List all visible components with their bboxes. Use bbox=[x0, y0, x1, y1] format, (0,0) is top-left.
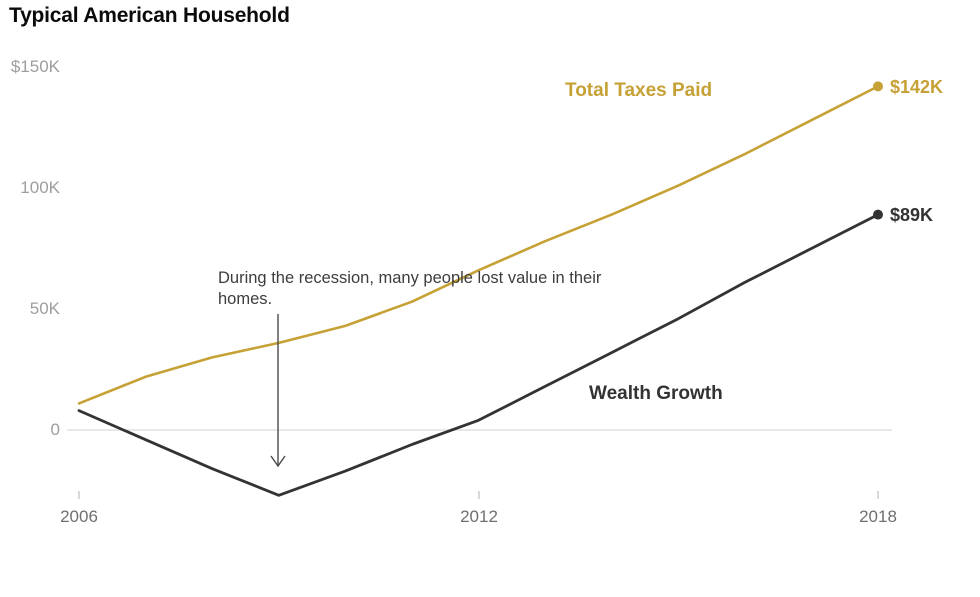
chart-title: Typical American Household bbox=[9, 4, 290, 27]
x-axis-label-2018: 2018 bbox=[859, 507, 897, 526]
taxes-endpoint-dot bbox=[873, 81, 883, 92]
taxes-series-label: Total Taxes Paid bbox=[565, 80, 713, 101]
y-axis-label-50k: 50K bbox=[29, 299, 60, 318]
x-axis-tick-marks bbox=[78, 491, 879, 499]
annotation-arrow-down bbox=[270, 314, 286, 468]
taxes-line-series bbox=[77, 85, 880, 405]
taxes-end-value-label: $142K bbox=[890, 77, 944, 97]
wealth-line-series bbox=[77, 213, 880, 497]
annotation-text: During the recession, many people lost v… bbox=[218, 269, 602, 308]
x-axis-label-2012: 2012 bbox=[460, 507, 498, 526]
wealth-end-value-label: $89K bbox=[890, 205, 934, 225]
wealth-series-label: Wealth Growth bbox=[589, 383, 723, 404]
y-axis-label-100k: 100K bbox=[20, 178, 60, 197]
x-axis-label-2006: 2006 bbox=[60, 507, 98, 526]
y-axis-label-150k: $150K bbox=[10, 57, 60, 76]
wealth-endpoint-dot bbox=[873, 209, 883, 220]
y-axis-label-0: 0 bbox=[50, 420, 60, 439]
